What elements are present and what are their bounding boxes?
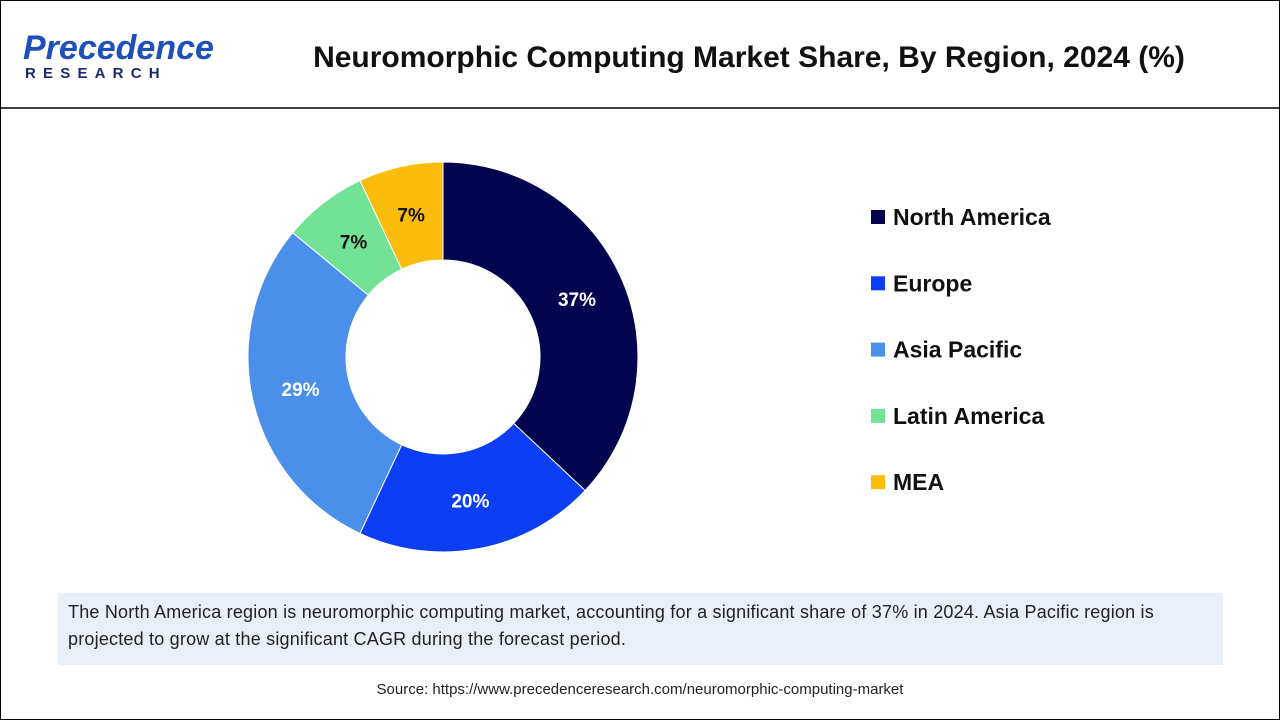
data-label: 29% bbox=[282, 380, 320, 401]
logo-sub: RESEARCH bbox=[25, 65, 167, 82]
legend-swatch bbox=[871, 276, 885, 291]
legend-label: Europe bbox=[893, 270, 972, 296]
legend-swatch bbox=[871, 210, 885, 224]
data-label: 7% bbox=[340, 233, 368, 254]
source: Source: https://www.precedenceresearch.c… bbox=[376, 681, 904, 698]
slice bbox=[247, 231, 403, 535]
legend-swatch bbox=[871, 475, 885, 490]
legend-swatch bbox=[871, 408, 885, 423]
logo-name: Precedence bbox=[23, 29, 214, 67]
legend-swatch bbox=[871, 342, 885, 357]
slice bbox=[359, 161, 444, 270]
data-label: 37% bbox=[558, 290, 596, 311]
slice bbox=[442, 161, 639, 492]
description: The North America region is neuromorphic… bbox=[58, 593, 1223, 665]
chart-title: Neuromorphic Computing Market Share, By … bbox=[313, 41, 1185, 74]
legend-label: North America bbox=[893, 204, 1051, 230]
data-label: 20% bbox=[451, 491, 489, 512]
slice bbox=[359, 422, 586, 553]
legend-label: Latin America bbox=[893, 403, 1044, 429]
data-label: 7% bbox=[397, 206, 425, 227]
legend-label: Asia Pacific bbox=[893, 337, 1022, 363]
legend-label: MEA bbox=[893, 469, 944, 495]
